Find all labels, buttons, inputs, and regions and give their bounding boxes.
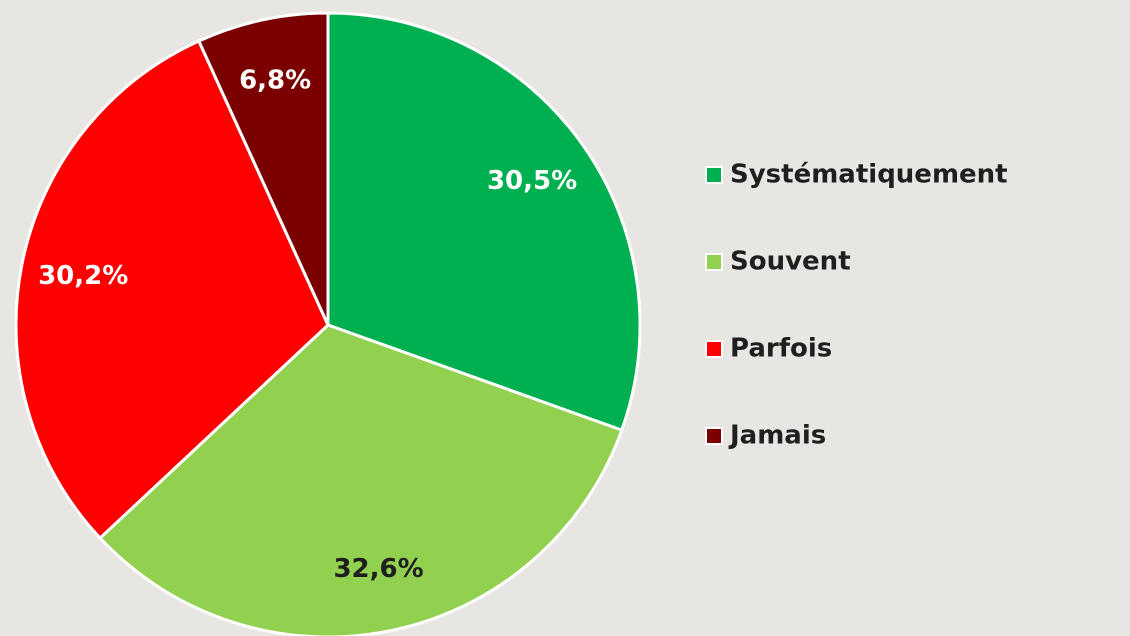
legend-label: Parfois xyxy=(730,334,832,364)
legend-swatch xyxy=(705,253,723,271)
data-label: 32,6% xyxy=(333,554,423,584)
pie-slice xyxy=(196,11,330,326)
legend-label: Systématiquement xyxy=(730,160,1008,190)
legend-swatch xyxy=(705,166,723,184)
pie-slice xyxy=(14,39,330,541)
pie-slice xyxy=(97,323,624,636)
legend-label: Souvent xyxy=(730,247,851,277)
legend-swatch xyxy=(705,427,723,445)
data-label: 30,2% xyxy=(38,261,128,291)
data-label: 6,8% xyxy=(239,66,311,96)
data-label: 30,5% xyxy=(487,166,577,196)
pie-slice xyxy=(326,11,642,433)
legend-label: Jamais xyxy=(728,421,826,451)
legend-swatch xyxy=(705,340,723,358)
